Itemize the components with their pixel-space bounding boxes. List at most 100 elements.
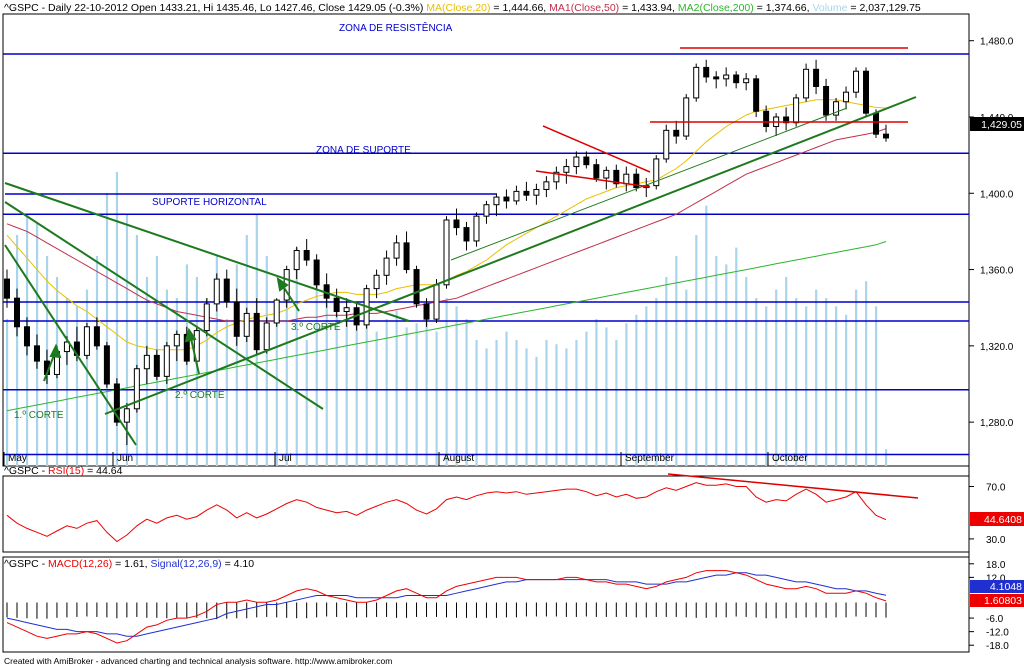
candle-body [633, 173, 640, 189]
downtrend-line-2 [4, 201, 324, 410]
candle-body [373, 274, 380, 290]
candle-body [343, 307, 350, 313]
downtrend-line-1 [4, 244, 137, 446]
candle-body [63, 341, 70, 353]
volume-bar [6, 319, 9, 466]
candle-body [413, 269, 420, 305]
candle-body [263, 322, 270, 351]
volume-bar [695, 235, 698, 466]
candle-body [853, 70, 860, 93]
macd-header: ^GSPC - MACD(12,26) = 1.61, Signal(12,26… [4, 558, 254, 570]
candle-body [573, 156, 580, 168]
candle-body [203, 303, 210, 332]
candle-body [693, 66, 700, 99]
volume-bar [475, 340, 478, 466]
ma200-legend: MA2(Close,200) [678, 2, 754, 14]
volume-bar [375, 331, 378, 466]
volume-bar [595, 319, 598, 466]
rsi-legend: RSI(15) [48, 465, 84, 477]
candle-body [733, 74, 740, 84]
volume-bar [485, 348, 488, 466]
month-label: August [443, 453, 474, 464]
macd-axis: 18.0 12.0 -6.0 -12.0 -18.0 [969, 560, 1009, 652]
volume-bar [505, 331, 508, 466]
volume-bar [395, 310, 398, 466]
volume-bar [535, 356, 538, 466]
horizontal-support-label: SUPORTE HORIZONTAL [152, 197, 267, 208]
candle-body [863, 70, 870, 114]
candle-body [253, 312, 260, 351]
rsi-axis: 70.0 30.0 [969, 482, 1006, 546]
candle-body [293, 249, 300, 271]
volume-bar [605, 327, 608, 466]
candle-body [813, 68, 820, 87]
volume-bar [185, 264, 188, 466]
volume-bar [495, 340, 498, 466]
rsi-tick-label: 70.0 [986, 482, 1006, 493]
price-tick-label: 1,400.0 [980, 189, 1014, 200]
volume-bar [325, 289, 328, 466]
volume-bar [445, 298, 448, 466]
macd-legend: MACD(12,26) [48, 558, 112, 570]
price-header: ^GSPC - Daily 22-10-2012 Open 1433.21, H… [4, 2, 921, 14]
candle-body [763, 110, 770, 128]
candle-body [823, 85, 830, 116]
volume-bar [245, 235, 248, 466]
candle-body [603, 169, 610, 179]
volume-bar [885, 449, 888, 466]
month-label: Jul [279, 453, 292, 464]
volume-bar [575, 340, 578, 466]
volume-bar [525, 348, 528, 466]
volume-bar [285, 277, 288, 466]
candlesticks [4, 59, 889, 446]
candle-body [843, 91, 850, 103]
ma200-value: = 1,374.66, [757, 2, 813, 14]
volume-bar [125, 214, 129, 466]
candle-body [33, 345, 40, 362]
volume-bar [645, 306, 648, 466]
volume-bar [455, 306, 458, 466]
volume-bar [105, 193, 109, 466]
volume-bar [305, 340, 308, 466]
candle-body [213, 278, 220, 305]
volume-bar [865, 281, 868, 466]
candle-body [93, 326, 100, 347]
candle-body [683, 97, 690, 137]
ma20-legend: MA(Close,20) [426, 2, 490, 14]
ma20-value: = 1,444.66, [493, 2, 549, 14]
volume-bar [385, 319, 388, 466]
volume-bar [415, 323, 418, 466]
volume-bar [435, 331, 438, 466]
trend-lines [4, 96, 917, 446]
candle-body [653, 158, 660, 187]
candle-body [313, 259, 320, 286]
volume-bar [65, 298, 69, 466]
volume-bar [75, 306, 79, 466]
macd-series-line [6, 570, 887, 644]
candle-body [233, 301, 240, 337]
volume-legend: Volume [812, 2, 847, 14]
volume-bar [625, 323, 628, 466]
volume-value: = 2,037,129.75 [850, 2, 921, 14]
support-zone-label: ZONA DE SUPORTE [316, 145, 411, 156]
volume-bar [545, 340, 548, 466]
volume-bar [225, 319, 228, 466]
signal-series-line [6, 572, 887, 637]
month-label: Jun [117, 453, 133, 464]
candle-body [273, 299, 280, 324]
candle-body [133, 368, 140, 410]
volume-bar [275, 306, 278, 466]
candle-body [443, 219, 450, 286]
candle-body [523, 190, 530, 196]
candle-body [883, 133, 889, 139]
candle-body [393, 242, 400, 259]
candle-body [713, 76, 720, 80]
macd-tick-label: 12.0 [986, 573, 1006, 584]
volume-bar [95, 256, 99, 466]
candle-body [563, 166, 570, 173]
candle-body [723, 74, 730, 80]
volume-bar [745, 277, 748, 466]
macd-tick-label: 18.0 [986, 560, 1006, 571]
volume-bar [725, 264, 728, 466]
candle-body [593, 164, 600, 179]
